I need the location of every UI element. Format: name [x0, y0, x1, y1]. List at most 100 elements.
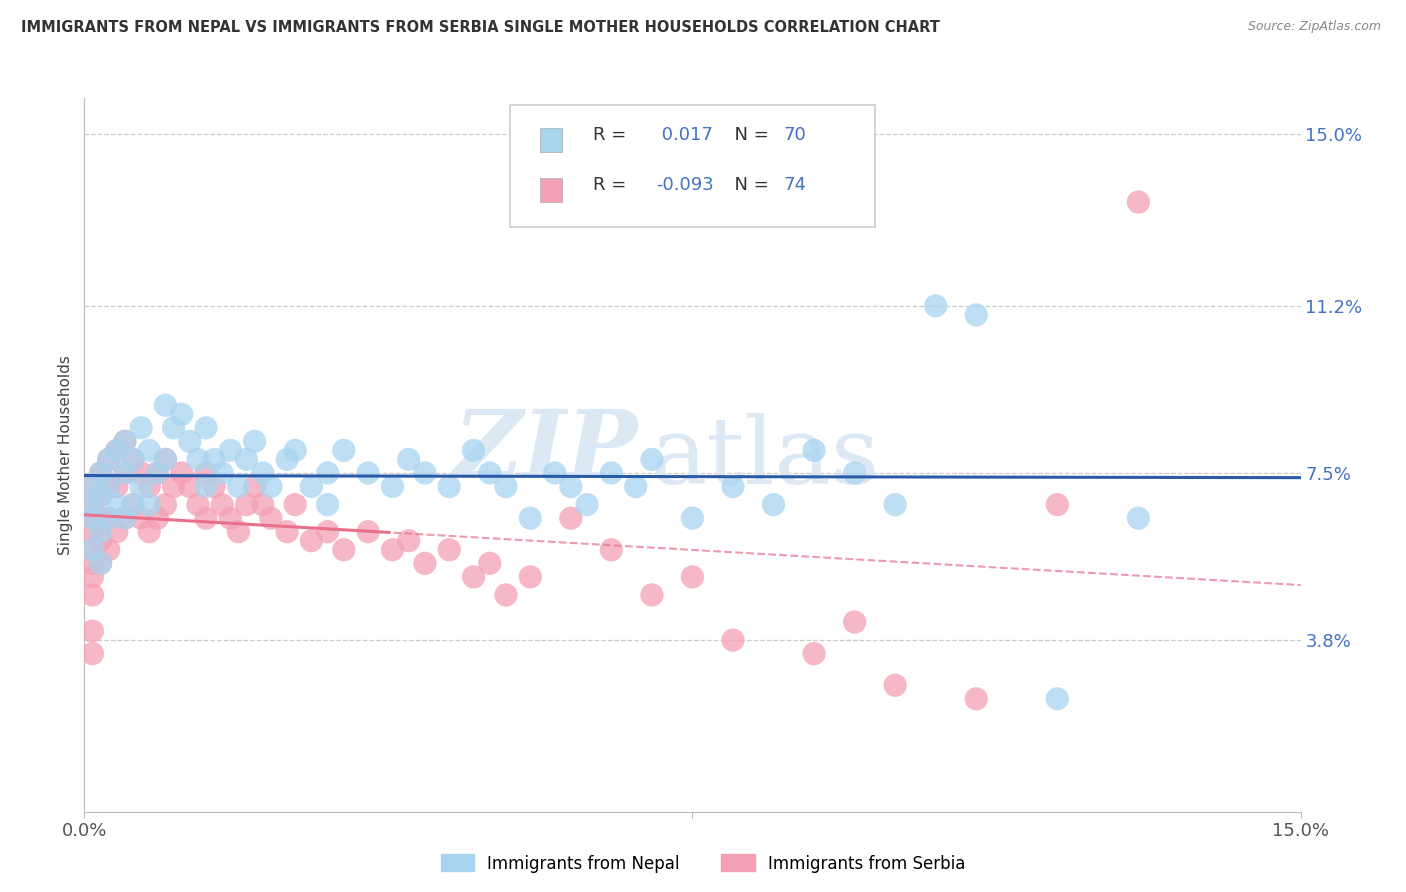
Point	[105, 443, 128, 458]
Point	[146, 511, 169, 525]
Point	[202, 452, 225, 467]
Point	[82, 542, 104, 557]
Point	[105, 524, 128, 539]
Point	[243, 479, 266, 493]
Point	[463, 570, 485, 584]
Text: ZIP: ZIP	[454, 407, 638, 496]
Point	[114, 466, 136, 480]
Point	[381, 542, 404, 557]
Point	[398, 452, 420, 467]
Point	[97, 479, 120, 493]
Point	[90, 489, 112, 503]
Point	[721, 633, 744, 648]
Point	[82, 479, 104, 493]
Point	[211, 498, 233, 512]
Point	[519, 511, 541, 525]
Point	[803, 647, 825, 661]
Point	[439, 542, 461, 557]
Point	[276, 524, 298, 539]
Point	[682, 511, 704, 525]
Point	[284, 498, 307, 512]
Point	[122, 452, 145, 467]
Point	[97, 452, 120, 467]
Point	[624, 479, 647, 493]
Point	[97, 542, 120, 557]
Point	[170, 407, 193, 421]
Point	[844, 615, 866, 629]
Point	[82, 588, 104, 602]
Point	[243, 434, 266, 449]
Point	[187, 498, 209, 512]
Text: Source: ZipAtlas.com: Source: ZipAtlas.com	[1247, 20, 1381, 33]
Point	[179, 434, 201, 449]
Point	[90, 557, 112, 571]
Text: R =: R =	[593, 127, 631, 145]
Point	[82, 498, 104, 512]
Point	[162, 479, 184, 493]
Point	[129, 511, 152, 525]
Point	[560, 511, 582, 525]
Point	[194, 466, 218, 480]
Point	[1046, 691, 1069, 706]
Point	[398, 533, 420, 548]
Point	[82, 511, 104, 525]
Point	[97, 511, 120, 525]
Point	[357, 524, 380, 539]
Point	[495, 588, 517, 602]
Point	[478, 557, 501, 571]
Point	[114, 434, 136, 449]
Point	[122, 452, 145, 467]
Point	[90, 557, 112, 571]
Point	[138, 498, 160, 512]
Point	[114, 466, 136, 480]
Point	[576, 498, 599, 512]
Point	[138, 443, 160, 458]
Point	[276, 452, 298, 467]
Point	[316, 498, 339, 512]
Point	[299, 533, 322, 548]
Point	[260, 511, 283, 525]
Point	[219, 443, 242, 458]
Point	[252, 466, 274, 480]
Y-axis label: Single Mother Households: Single Mother Households	[58, 355, 73, 555]
Point	[105, 479, 128, 493]
Point	[439, 479, 461, 493]
Point	[187, 452, 209, 467]
Point	[122, 498, 145, 512]
Point	[284, 443, 307, 458]
Point	[105, 498, 128, 512]
Text: 74: 74	[783, 177, 807, 194]
Point	[600, 466, 623, 480]
Point	[1046, 498, 1069, 512]
Point	[211, 466, 233, 480]
Point	[155, 452, 177, 467]
Point	[965, 691, 987, 706]
Point	[316, 524, 339, 539]
Point	[478, 466, 501, 480]
Point	[252, 498, 274, 512]
Point	[965, 308, 987, 322]
Point	[641, 452, 664, 467]
FancyBboxPatch shape	[540, 128, 562, 152]
Point	[641, 588, 664, 602]
Point	[82, 524, 104, 539]
Point	[560, 479, 582, 493]
Point	[194, 511, 218, 525]
Text: -0.093: -0.093	[657, 177, 714, 194]
Point	[129, 466, 152, 480]
Point	[114, 434, 136, 449]
Point	[235, 498, 257, 512]
FancyBboxPatch shape	[540, 178, 562, 202]
Point	[228, 479, 250, 493]
Point	[122, 498, 145, 512]
Text: atlas: atlas	[650, 414, 879, 503]
Point	[357, 466, 380, 480]
Point	[129, 479, 152, 493]
Point	[600, 542, 623, 557]
Text: R =: R =	[593, 177, 631, 194]
Point	[90, 466, 112, 480]
Point	[82, 479, 104, 493]
Point	[105, 443, 128, 458]
FancyBboxPatch shape	[510, 105, 875, 227]
Point	[114, 511, 136, 525]
